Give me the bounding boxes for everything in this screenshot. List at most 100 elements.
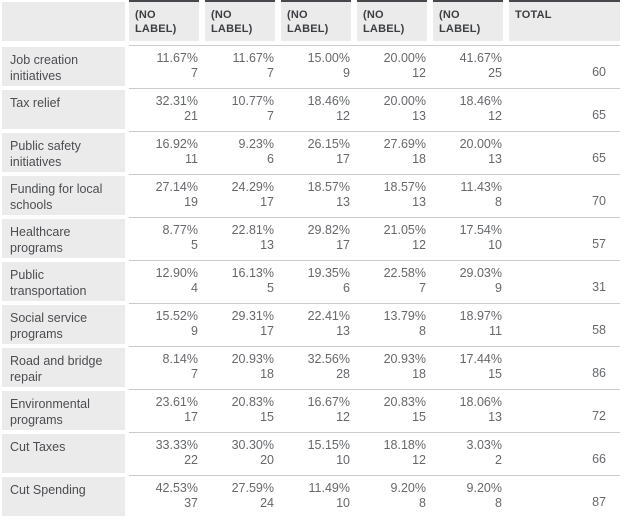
count-value: 6	[267, 152, 274, 166]
row-total-value: 31	[592, 280, 606, 294]
count-value: 13	[336, 324, 350, 338]
data-cell: 18.46% 12	[433, 89, 509, 131]
table-row: Cut Spending 42.53% 37 27.59% 24 11.49% 10 9.2…	[2, 475, 631, 518]
percent-value: 22.58%	[383, 266, 426, 280]
percent-value: 22.81%	[231, 223, 274, 237]
percent-value: 18.57%	[307, 180, 350, 194]
percent-value: 29.31%	[231, 309, 274, 323]
row-total-value: 58	[592, 323, 606, 337]
count-value: 37	[184, 496, 198, 510]
count-value: 7	[191, 367, 198, 381]
data-cell: 11.43% 8	[433, 175, 509, 217]
data-cell: 32.56% 28	[281, 347, 357, 389]
count-value: 28	[336, 367, 350, 381]
count-value: 25	[488, 66, 502, 80]
row-total-value: 66	[592, 452, 606, 466]
percent-value: 17.44%	[459, 352, 502, 366]
percent-value: 11.49%	[308, 481, 350, 495]
count-value: 8	[419, 496, 426, 510]
data-cell: 32.31% 21	[129, 89, 205, 131]
percent-value: 11.43%	[460, 180, 502, 194]
data-cell: 10.77% 7	[205, 89, 281, 131]
count-value: 13	[336, 195, 350, 209]
percent-value: 20.83%	[231, 395, 274, 409]
percent-value: 18.18%	[383, 438, 426, 452]
data-cell: 18.57% 13	[281, 175, 357, 217]
percent-value: 42.53%	[155, 481, 198, 495]
percent-value: 27.14%	[155, 180, 198, 194]
percent-value: 12.90%	[155, 266, 198, 280]
row-label: Tax relief	[2, 90, 125, 129]
row-data-strip: 33.33% 22 30.30% 20 15.15% 10 18.18% 12 3.03% 2 66	[129, 432, 620, 475]
data-cell: 18.18% 12	[357, 433, 433, 475]
count-value: 7	[267, 66, 274, 80]
percent-value: 23.61%	[155, 395, 198, 409]
data-cell: 16.13% 5	[205, 261, 281, 303]
percent-value: 29.03%	[459, 266, 502, 280]
percent-value: 32.56%	[307, 352, 350, 366]
count-value: 18	[412, 367, 426, 381]
percent-value: 3.03%	[466, 438, 502, 452]
percent-value: 18.46%	[459, 94, 502, 108]
percent-value: 19.35%	[307, 266, 350, 280]
percent-value: 41.67%	[459, 51, 502, 65]
row-data-strip: 23.61% 17 20.83% 15 16.67% 12 20.83% 15 18.06% 13…	[129, 389, 620, 432]
data-cell: 18.57% 13	[357, 175, 433, 217]
data-cell: 11.67% 7	[129, 46, 205, 88]
row-total-value: 86	[592, 366, 606, 380]
data-cell: 17.54% 10	[433, 218, 509, 260]
count-value: 9	[343, 66, 350, 80]
percent-value: 20.00%	[383, 94, 426, 108]
header-corner-cell	[2, 2, 125, 41]
count-value: 12	[412, 453, 426, 467]
data-cell: 8.14% 7	[129, 347, 205, 389]
row-total-value: 72	[592, 409, 606, 423]
column-header: (NO LABEL)	[357, 0, 427, 41]
count-value: 12	[336, 410, 350, 424]
data-cell: 23.61% 17	[129, 390, 205, 432]
percent-value: 15.00%	[307, 51, 350, 65]
count-value: 8	[419, 324, 426, 338]
count-value: 7	[267, 109, 274, 123]
data-cell: 29.03% 9	[433, 261, 509, 303]
count-value: 15	[412, 410, 426, 424]
percent-value: 18.06%	[459, 395, 502, 409]
table-row: Social service programs 15.52% 9 29.31% 17 2…	[2, 303, 631, 346]
row-data-strip: 27.14% 19 24.29% 17 18.57% 13 18.57% 13 11.43% 8 7…	[129, 174, 620, 217]
column-header: (NO LABEL)	[129, 0, 199, 41]
table-row: Healthcare programs 8.77% 5 22.81% 13 29.82%…	[2, 217, 631, 260]
percent-value: 16.92%	[155, 137, 198, 151]
data-cell: 29.82% 17	[281, 218, 357, 260]
percent-value: 26.15%	[307, 137, 350, 151]
count-value: 8	[495, 496, 502, 510]
percent-value: 9.20%	[390, 481, 426, 495]
count-value: 18	[412, 152, 426, 166]
count-value: 17	[184, 410, 198, 424]
table-row: Road and bridge repair 8.14% 7 20.93% 18 32.…	[2, 346, 631, 389]
data-cell: 20.83% 15	[205, 390, 281, 432]
row-total-value: 65	[592, 108, 606, 122]
data-cell: 12.90% 4	[129, 261, 205, 303]
row-total-value: 87	[592, 495, 606, 509]
row-data-strip: 32.31% 21 10.77% 7 18.46% 12 20.00% 13 18.46% 12 6…	[129, 88, 620, 131]
count-value: 10	[336, 453, 350, 467]
percent-value: 22.41%	[307, 309, 350, 323]
percent-value: 30.30%	[231, 438, 274, 452]
data-cell: 18.46% 12	[281, 89, 357, 131]
table-row: Public transportation 12.90% 4 16.13% 5 19.3…	[2, 260, 631, 303]
row-data-strip: 12.90% 4 16.13% 5 19.35% 6 22.58% 7 29.03% 9 31	[129, 260, 620, 303]
percent-value: 18.46%	[307, 94, 350, 108]
count-value: 10	[336, 496, 350, 510]
data-cell: 20.00% 12	[357, 46, 433, 88]
row-total-value: 57	[592, 237, 606, 251]
count-value: 21	[184, 109, 198, 123]
percent-value: 11.67%	[156, 51, 198, 65]
row-label: Public transportation	[2, 262, 125, 301]
percent-value: 24.29%	[231, 180, 274, 194]
header-strip: (NO LABEL) (NO LABEL) (NO LABEL) (NO LAB…	[129, 0, 620, 41]
count-value: 9	[191, 324, 198, 338]
data-cell: 9.23% 6	[205, 132, 281, 174]
percent-value: 16.67%	[307, 395, 350, 409]
row-label: Cut Taxes	[2, 434, 125, 473]
count-value: 5	[267, 281, 274, 295]
